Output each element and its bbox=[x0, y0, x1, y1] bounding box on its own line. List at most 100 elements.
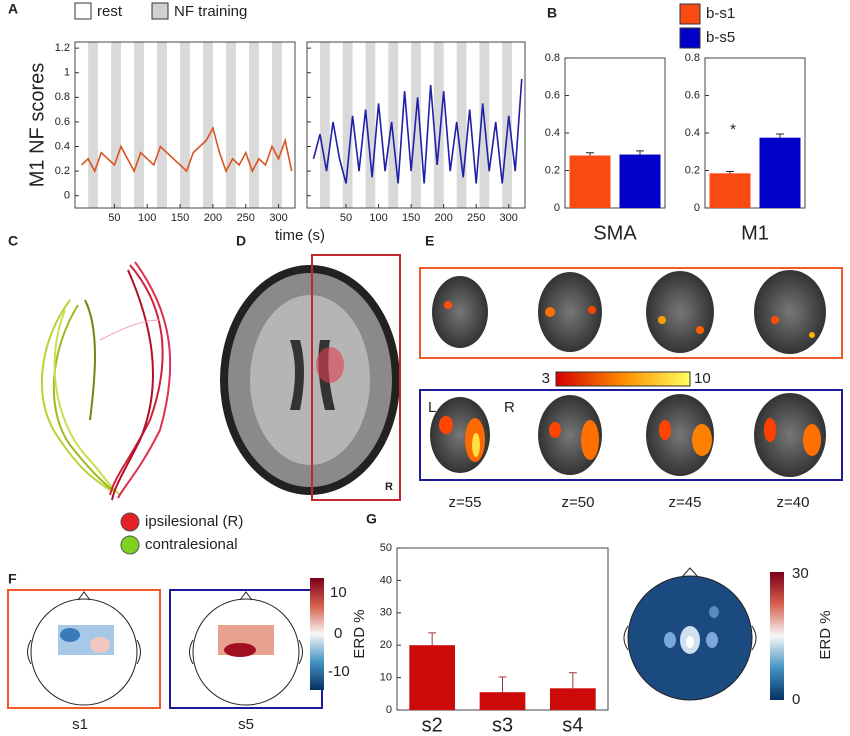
x-tick-label: s2 bbox=[422, 714, 443, 736]
error-bar bbox=[428, 632, 437, 646]
bar bbox=[409, 645, 456, 710]
nf-block bbox=[226, 42, 236, 208]
legend-swatch bbox=[151, 2, 169, 20]
panel-label: E bbox=[425, 233, 434, 249]
y-tick-label: 0.8 bbox=[545, 52, 560, 64]
error-bar bbox=[776, 133, 784, 138]
y-tick-label: 50 bbox=[380, 542, 392, 554]
panel-label: B bbox=[547, 5, 557, 21]
x-tick-label: 250 bbox=[237, 212, 255, 224]
error-bar bbox=[636, 150, 644, 155]
slice-label: z=50 bbox=[562, 494, 595, 511]
legend-swatch bbox=[74, 2, 92, 20]
colorbar-label: 10 bbox=[694, 370, 711, 387]
x-tick-label: 150 bbox=[402, 212, 420, 224]
colorbar bbox=[770, 572, 784, 700]
colorbar bbox=[555, 371, 691, 387]
nf-block bbox=[180, 42, 190, 208]
panel-label: A bbox=[8, 1, 18, 17]
legend-swatch bbox=[120, 535, 140, 555]
y-tick-label: 0.6 bbox=[55, 116, 70, 128]
y-tick-label: 0.4 bbox=[685, 127, 700, 139]
y-tick-label: 0.2 bbox=[545, 164, 560, 176]
series-line bbox=[81, 125, 293, 174]
plot-frame bbox=[306, 41, 526, 209]
colorbar-label: 3 bbox=[542, 370, 550, 387]
x-tick-label: 300 bbox=[269, 212, 287, 224]
head-map bbox=[27, 591, 303, 706]
bar bbox=[709, 173, 751, 208]
y-tick-label: 0.4 bbox=[55, 140, 70, 152]
x-tick-label: 250 bbox=[467, 212, 485, 224]
chart-title: M1 bbox=[741, 222, 769, 244]
nf-block bbox=[433, 42, 444, 208]
x-tick-label: 100 bbox=[138, 212, 156, 224]
error-bar bbox=[726, 170, 734, 174]
y-tick-label: 0.2 bbox=[685, 164, 700, 176]
head-map bbox=[623, 567, 757, 701]
white-matter bbox=[250, 295, 370, 465]
error-bar bbox=[498, 676, 507, 693]
legend-label: rest bbox=[97, 3, 123, 20]
fmri-slices bbox=[430, 270, 826, 477]
legend-label: ipsilesional (R) bbox=[145, 513, 243, 530]
x-tick-label: 200 bbox=[434, 212, 452, 224]
legend-swatch bbox=[679, 27, 701, 49]
nf-block bbox=[88, 42, 98, 208]
y-tick-label: 1.2 bbox=[55, 42, 70, 54]
y-axis-label: M1 NF scores bbox=[26, 63, 48, 187]
bar bbox=[479, 692, 526, 710]
nf-block bbox=[456, 42, 467, 208]
y-tick-label: 1 bbox=[64, 67, 70, 79]
x-tick-label: 200 bbox=[204, 212, 222, 224]
nf-block bbox=[272, 42, 282, 208]
nf-block bbox=[320, 42, 330, 208]
bar bbox=[759, 137, 801, 208]
session-box bbox=[7, 589, 161, 709]
nf-block bbox=[111, 42, 121, 208]
nf-block bbox=[249, 42, 259, 208]
x-tick-label: 300 bbox=[500, 212, 518, 224]
legend-label: b-s5 bbox=[706, 29, 735, 46]
x-tick-label: s4 bbox=[562, 714, 583, 736]
colorbar-tick: 0 bbox=[334, 625, 342, 642]
x-axis-label: time (s) bbox=[275, 227, 325, 244]
colorbar-tick: 30 bbox=[792, 565, 809, 582]
x-tick-label: 50 bbox=[340, 212, 352, 224]
x-tick-label: 100 bbox=[369, 212, 387, 224]
bar bbox=[569, 155, 611, 208]
y-tick-label: 0.2 bbox=[55, 165, 70, 177]
legend-label: b-s1 bbox=[706, 5, 735, 22]
y-tick-label: 10 bbox=[380, 672, 392, 684]
error-bar bbox=[586, 152, 594, 156]
slice-label: z=40 bbox=[777, 494, 810, 511]
session-box bbox=[419, 389, 843, 481]
nf-block bbox=[342, 42, 353, 208]
session-box bbox=[419, 267, 843, 359]
colorbar-tick: 10 bbox=[330, 584, 347, 601]
y-tick-label: 0.4 bbox=[545, 127, 560, 139]
bar bbox=[549, 688, 596, 710]
y-tick-label: 0 bbox=[694, 202, 700, 214]
chart-title: SMA bbox=[593, 222, 637, 244]
panel-label: C bbox=[8, 233, 18, 249]
panel-label: F bbox=[8, 571, 17, 587]
legend-swatch bbox=[679, 3, 701, 25]
tractography bbox=[40, 261, 172, 501]
nf-block bbox=[203, 42, 213, 208]
panel-label: D bbox=[236, 233, 246, 249]
colorbar-title: ERD % bbox=[351, 609, 368, 658]
map-label: s1 bbox=[72, 716, 88, 733]
y-tick-label: 0.8 bbox=[685, 52, 700, 64]
colorbar-tick: 0 bbox=[792, 691, 800, 708]
x-tick-label: 50 bbox=[108, 212, 120, 224]
lesion bbox=[316, 347, 344, 383]
y-tick-label: 0.6 bbox=[685, 89, 700, 101]
side-label: R bbox=[504, 399, 515, 416]
roi-box bbox=[311, 254, 401, 501]
y-tick-label: 0 bbox=[64, 190, 70, 202]
nf-block bbox=[365, 42, 376, 208]
error-bar bbox=[568, 672, 577, 689]
colorbar-tick: -10 bbox=[328, 663, 350, 680]
